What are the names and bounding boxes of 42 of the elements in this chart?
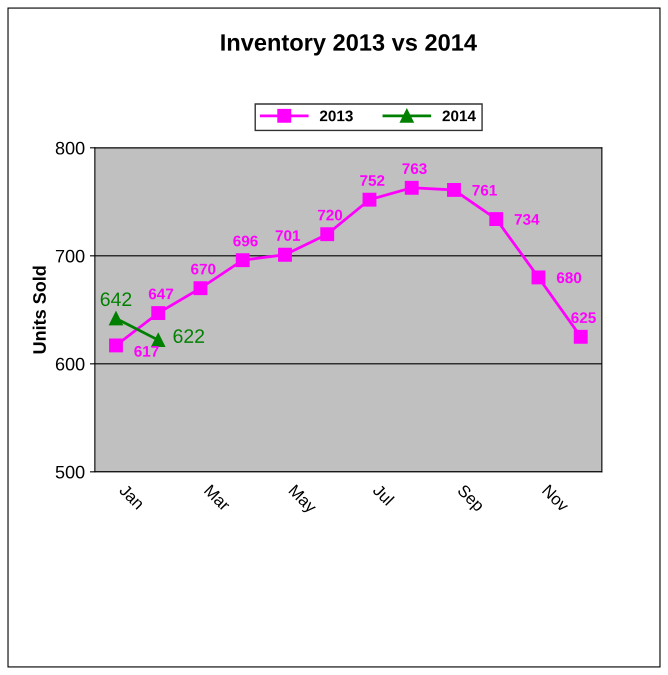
data-label: 763 [402, 163, 427, 174]
data-label: 761 [472, 184, 497, 196]
point [362, 192, 376, 207]
x-tick-label: May [286, 484, 318, 516]
y-axis-title: Units Sold [32, 266, 46, 354]
data-label: 734 [514, 214, 540, 225]
legend-label: 2013 [320, 110, 353, 122]
x-tick-label: Jul [372, 483, 395, 506]
point [574, 330, 588, 344]
point [109, 312, 123, 326]
data-label: 617 [134, 346, 159, 357]
y-tick-label: 600 [56, 358, 84, 371]
data-label: 752 [360, 175, 384, 186]
data-label: 622 [174, 329, 204, 344]
y-tick-label: 700 [56, 250, 84, 263]
data-label: 680 [556, 272, 582, 284]
point [320, 227, 334, 242]
data-label: 720 [318, 210, 342, 220]
x-tick-label: Mar [204, 484, 232, 512]
data-label: 701 [276, 230, 300, 242]
point [109, 338, 123, 352]
point [447, 183, 461, 197]
x-tick-label: Sep [454, 484, 486, 514]
point [489, 212, 504, 226]
data-label: 625 [571, 312, 596, 324]
data-label: 642 [100, 292, 132, 306]
point [532, 270, 546, 284]
point [236, 253, 250, 268]
point [194, 281, 208, 296]
x-tick-label: Nov [542, 484, 570, 513]
point [278, 248, 292, 262]
data-label: 696 [233, 236, 258, 246]
y-tick-label: 800 [56, 142, 84, 155]
chart-title: Inventory 2013 vs 2014 [221, 34, 477, 56]
data-label: 670 [191, 264, 216, 274]
data-label: 647 [148, 288, 174, 300]
x-tick-label: Jan [118, 484, 145, 510]
point [151, 306, 166, 320]
legend-label: 2014 [442, 110, 476, 122]
point [151, 333, 166, 348]
point [404, 180, 419, 195]
y-tick-label: 500 [56, 466, 84, 479]
